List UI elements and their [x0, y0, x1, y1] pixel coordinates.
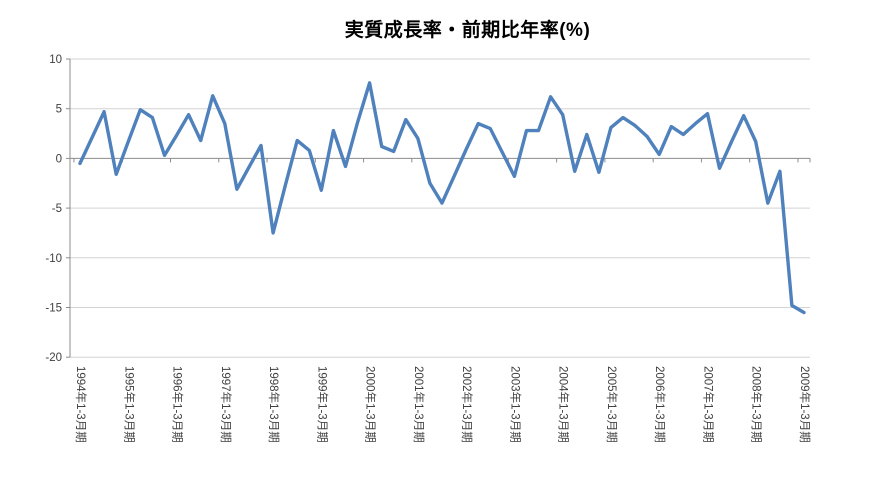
x-axis-label: 1994年1-3月期 — [74, 366, 88, 443]
x-axis-label: 1998年1-3月期 — [267, 366, 281, 443]
x-axis-label: 1997年1-3月期 — [219, 366, 233, 443]
y-axis-label: 0 — [56, 153, 62, 165]
x-axis-label: 2005年1-3月期 — [605, 366, 619, 443]
chart-title: 実質成長率・前期比年率(%) — [344, 20, 591, 41]
x-axis-label: 2006年1-3月期 — [653, 366, 667, 443]
x-axis-label: 2004年1-3月期 — [557, 366, 571, 443]
x-axis-label: 2002年1-3月期 — [460, 366, 474, 443]
x-axis-label: 2001年1-3月期 — [412, 366, 426, 443]
growth-rate-line — [78, 81, 806, 315]
y-axis-label: -20 — [45, 352, 62, 364]
y-axis-label: -15 — [45, 303, 62, 315]
x-axis-label: 2003年1-3月期 — [508, 366, 522, 443]
x-axis-label: 1999年1-3月期 — [315, 366, 329, 443]
x-axis-label: 2009年1-3月期 — [798, 366, 812, 443]
x-axis-label: 2008年1-3月期 — [750, 366, 764, 443]
x-axis-label: 1996年1-3月期 — [171, 366, 185, 443]
x-axis-label: 2007年1-3月期 — [701, 366, 715, 443]
y-axis-label: -5 — [52, 203, 62, 215]
y-axis-label: 5 — [56, 104, 62, 116]
x-axis-label: 2000年1-3月期 — [364, 366, 378, 443]
y-axis-label: 10 — [49, 54, 62, 66]
y-axis-label: -10 — [45, 253, 62, 265]
x-axis-label: 1995年1-3月期 — [122, 366, 136, 443]
